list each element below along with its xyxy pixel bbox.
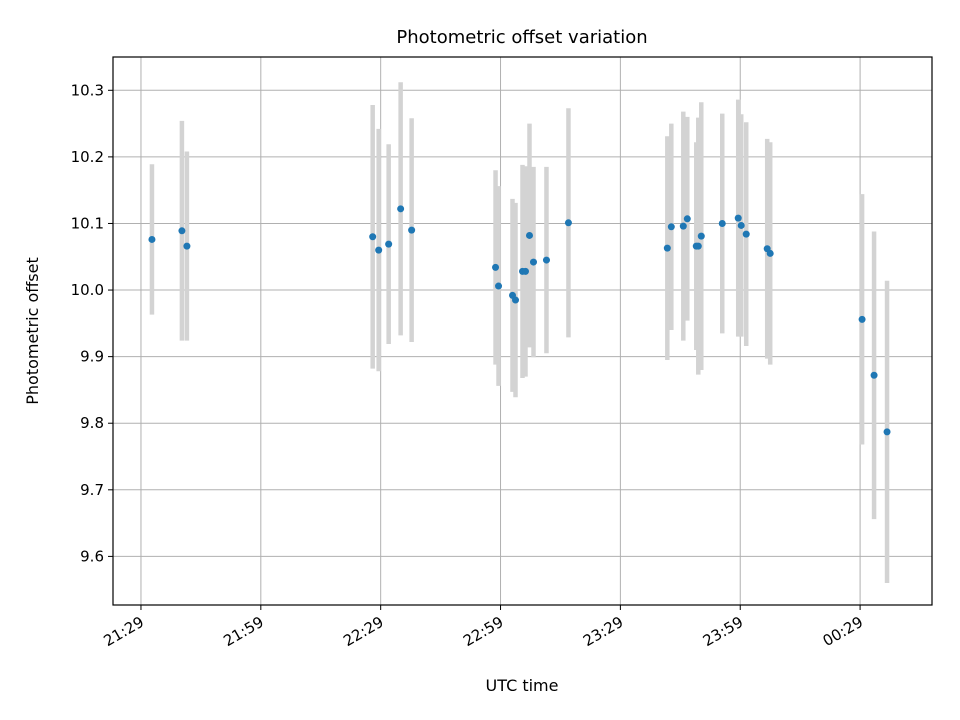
y-tick-label: 9.6 — [80, 547, 104, 565]
data-point — [734, 214, 742, 222]
data-point — [385, 240, 393, 248]
data-point — [183, 242, 191, 250]
data-point — [858, 315, 866, 323]
y-tick-label: 10.1 — [71, 214, 104, 232]
data-point — [542, 256, 550, 264]
data-point — [495, 282, 503, 290]
chart-title: Photometric offset variation — [396, 27, 647, 48]
plot-area-frame — [112, 56, 933, 606]
y-axis-label: Photometric offset — [23, 257, 42, 405]
data-point — [525, 231, 533, 239]
y-tick-label: 10.2 — [71, 148, 104, 166]
y-tick-label: 9.9 — [80, 348, 104, 366]
data-point — [766, 249, 774, 257]
data-point — [742, 230, 750, 238]
y-tick-label: 9.8 — [80, 414, 104, 432]
y-axis-ticks: 9.6 9.7 9.8 9.9 10.0 10.1 10.2 10.3 — [71, 81, 113, 565]
data-point — [663, 244, 671, 252]
data-point — [697, 232, 705, 240]
data-point — [870, 371, 878, 379]
data-point — [737, 221, 745, 229]
y-tick-label: 10.3 — [71, 81, 104, 99]
data-point — [178, 227, 186, 235]
data-point — [883, 428, 891, 436]
data-point — [512, 296, 520, 304]
y-tick-label: 10.0 — [71, 281, 104, 299]
data-point — [694, 242, 702, 250]
data-point — [683, 215, 691, 223]
data-points — [148, 205, 891, 436]
data-point — [148, 235, 156, 243]
data-point — [667, 223, 675, 231]
data-point — [718, 219, 726, 227]
data-point — [521, 267, 529, 275]
data-point — [492, 263, 500, 271]
data-point — [408, 226, 416, 234]
data-point — [369, 233, 377, 241]
data-point — [375, 246, 383, 254]
data-point — [679, 222, 687, 230]
x-axis-label: UTC time — [486, 676, 559, 695]
data-point — [529, 258, 537, 266]
data-point — [397, 205, 405, 213]
data-point — [564, 219, 572, 227]
y-tick-label: 9.7 — [80, 481, 104, 499]
